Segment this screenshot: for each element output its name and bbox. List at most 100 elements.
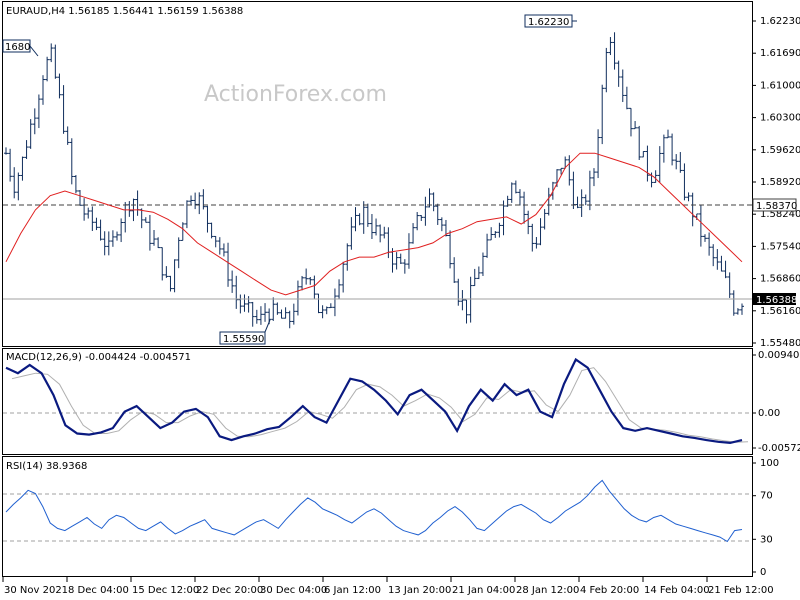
- price-bar: [345, 243, 350, 271]
- price-bar: [517, 189, 522, 206]
- time-axis-label: 14 Feb 04:00: [644, 585, 710, 596]
- price-bar: [600, 84, 605, 145]
- price-bar: [213, 235, 218, 248]
- price-bar: [464, 299, 469, 324]
- price-axis-label: 1.58240: [760, 209, 800, 220]
- price-axis-label: 1.56860: [760, 274, 800, 285]
- price-bar: [316, 293, 321, 314]
- price-bar: [201, 189, 206, 210]
- price-bar: [65, 126, 70, 145]
- price-bar: [374, 218, 379, 236]
- price-bar: [369, 214, 374, 239]
- price-bar: [431, 192, 436, 212]
- rsi-header: RSI(14) 38.9368: [6, 461, 87, 472]
- price-bar: [394, 252, 399, 270]
- price-bar: [230, 270, 235, 293]
- price-bar: [522, 191, 527, 224]
- price-bar: [217, 237, 222, 255]
- price-bar: [731, 290, 736, 316]
- price-bar: [353, 207, 358, 232]
- price-bar: [604, 47, 609, 93]
- price-axis-label: 1.57540: [760, 241, 800, 252]
- price-bar: [279, 309, 284, 319]
- price-bar: [423, 196, 428, 226]
- price-bar: [493, 231, 498, 238]
- price-bar: [304, 268, 309, 285]
- high-label-text: 1.62230: [528, 17, 569, 28]
- price-bar: [184, 200, 189, 229]
- price-bar: [61, 85, 66, 134]
- price-bar: [633, 121, 638, 130]
- current-price-tag-text: 1.56388: [756, 295, 797, 306]
- price-bars: [4, 32, 744, 329]
- price-bar: [180, 222, 185, 241]
- price-bar: [456, 278, 461, 306]
- price-axis-label: 1.59620: [760, 145, 800, 156]
- price-bar: [332, 288, 337, 317]
- price-bar: [596, 129, 601, 179]
- price-bar: [439, 217, 444, 232]
- macd-header: MACD(12,26,9) -0.004424 -0.004571: [6, 352, 191, 363]
- time-axis-label: 28 Jan 12:00: [516, 585, 579, 596]
- price-axis-label: 1.56160: [760, 306, 800, 317]
- macd-axis: 0.009407 0.00 -0.005726: [752, 350, 800, 454]
- rsi-axis-label: 0: [760, 567, 766, 578]
- price-bar: [221, 243, 226, 257]
- time-axis-label: 15 Dec 12:00: [132, 585, 199, 596]
- price-bar: [143, 217, 148, 223]
- high-label: 1.62230: [524, 14, 577, 28]
- price-bar: [275, 302, 280, 315]
- price-bar: [57, 73, 62, 99]
- price-bar: [443, 219, 448, 237]
- price-bar: [312, 275, 317, 300]
- price-bar: [711, 244, 716, 267]
- price-header: EURAUD,H4 1.56185 1.56441 1.56159 1.5638…: [6, 6, 243, 17]
- price-bar: [119, 218, 124, 243]
- price-bar: [645, 145, 650, 182]
- price-bar: [49, 43, 54, 63]
- price-bar: [509, 182, 514, 203]
- price-bar: [16, 172, 21, 201]
- price-bar: [702, 234, 707, 242]
- price-bar: [291, 303, 296, 325]
- price-bar: [472, 268, 477, 287]
- price-axis-label: 1.60300: [760, 113, 800, 124]
- price-bar: [147, 214, 152, 251]
- macd-line: [5, 357, 743, 445]
- current-price-tag: 1.56388: [753, 293, 797, 306]
- price-bar: [735, 308, 740, 315]
- price-bar: [254, 309, 259, 324]
- price-bar: [287, 310, 292, 329]
- price-bar: [78, 190, 83, 206]
- price-bar: [653, 170, 658, 183]
- left-label-text: 1680: [5, 42, 30, 53]
- price-bar: [94, 217, 99, 231]
- price-bar: [98, 219, 103, 241]
- macd-axis-label: 0.00: [758, 408, 780, 419]
- price-bar: [176, 237, 181, 269]
- price-bar: [411, 223, 416, 244]
- price-bar: [45, 56, 50, 82]
- price-axis-label: 1.58920: [760, 177, 800, 188]
- price-bar: [341, 261, 346, 293]
- price-bar: [686, 192, 691, 202]
- price-bar: [250, 301, 255, 327]
- rsi-panel: [2, 456, 753, 577]
- price-bar: [567, 155, 572, 186]
- price-bar: [419, 215, 424, 221]
- price-bar: [435, 203, 440, 225]
- price-bar: [608, 37, 613, 56]
- price-bar: [357, 213, 362, 226]
- rsi-axis-label: 30: [760, 534, 773, 545]
- time-axis-label: 21 Feb 12:00: [708, 585, 774, 596]
- price-bar: [193, 192, 198, 210]
- price-bar: [300, 275, 305, 291]
- price-bar: [164, 266, 169, 278]
- price-bar: [526, 210, 531, 235]
- price-bar: [674, 154, 679, 170]
- price-bar: [102, 231, 107, 256]
- price-bar: [382, 226, 387, 239]
- price-bar: [156, 237, 161, 249]
- price-bar: [727, 272, 732, 298]
